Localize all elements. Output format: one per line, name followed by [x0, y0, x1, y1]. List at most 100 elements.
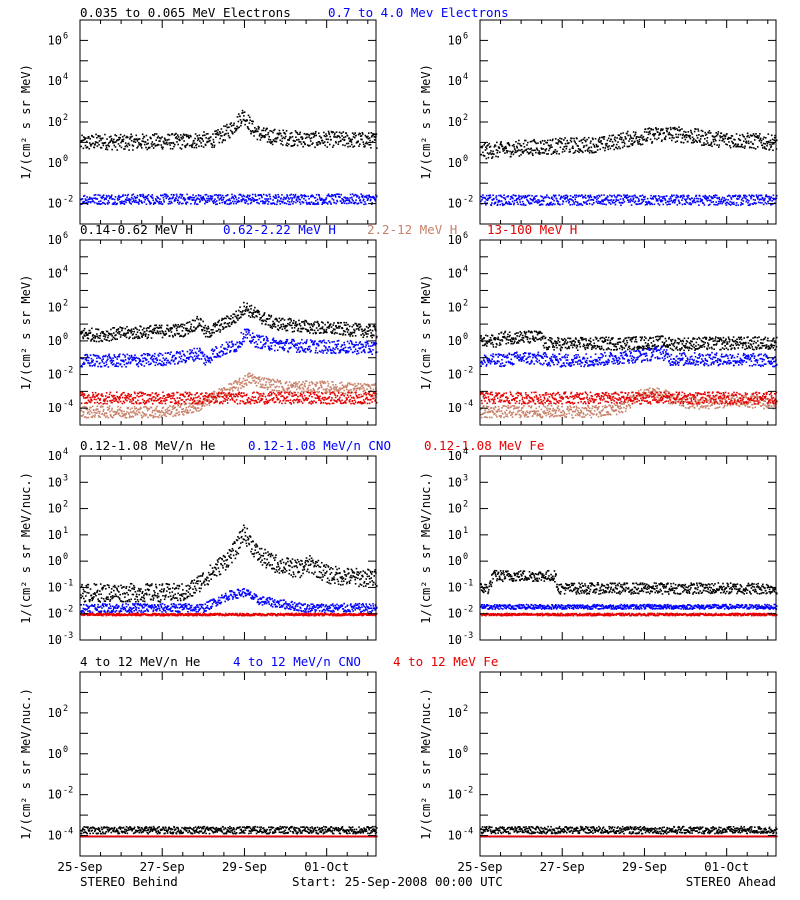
data-point — [569, 150, 571, 153]
data-point — [129, 415, 131, 417]
data-point — [158, 414, 161, 416]
data-point — [358, 145, 360, 147]
data-point — [110, 409, 113, 412]
data-point — [747, 204, 750, 207]
data-point — [347, 142, 350, 145]
data-point — [547, 196, 549, 198]
data-point — [129, 136, 132, 139]
data-point — [189, 349, 191, 351]
data-point — [743, 136, 745, 138]
data-point — [350, 141, 353, 143]
data-point — [212, 323, 215, 325]
data-point — [340, 345, 343, 348]
data-point — [215, 136, 217, 139]
data-point — [167, 203, 170, 205]
data-point — [204, 194, 207, 196]
data-point — [667, 127, 669, 130]
data-point — [546, 202, 549, 205]
data-point — [151, 134, 154, 136]
data-point — [159, 359, 161, 362]
data-point — [118, 194, 120, 197]
data-point — [366, 194, 368, 197]
data-point — [135, 138, 137, 141]
data-point — [117, 328, 120, 330]
data-point — [94, 197, 96, 200]
data-point — [106, 355, 109, 358]
data-point — [289, 194, 291, 197]
data-point — [105, 412, 108, 415]
data-point — [136, 413, 139, 416]
data-point — [573, 140, 576, 142]
data-point — [277, 132, 279, 135]
data-point — [511, 144, 514, 147]
data-point — [104, 336, 107, 338]
data-point — [327, 193, 330, 196]
data-point — [246, 333, 249, 335]
data-point — [218, 131, 221, 133]
data-point — [144, 405, 146, 408]
data-point — [744, 145, 746, 148]
data-point — [103, 338, 106, 340]
data-point — [342, 349, 345, 352]
data-point — [546, 153, 548, 155]
data-point — [300, 136, 302, 139]
data-point — [135, 199, 137, 202]
data-point — [637, 136, 640, 138]
data-point — [608, 134, 611, 137]
data-point — [258, 126, 260, 129]
data-point — [663, 195, 665, 198]
data-point — [186, 143, 188, 146]
data-point — [367, 132, 370, 134]
data-point — [346, 331, 349, 333]
data-point — [309, 345, 311, 348]
data-point — [106, 148, 109, 151]
data-point — [295, 351, 298, 353]
data-point — [88, 413, 91, 416]
data-point — [168, 330, 170, 333]
data-point — [237, 381, 240, 383]
data-point — [129, 202, 131, 204]
data-point — [505, 202, 508, 204]
data-point — [212, 328, 214, 331]
data-point — [369, 350, 372, 352]
data-point — [284, 198, 287, 200]
data-point — [181, 330, 184, 332]
data-point — [184, 411, 186, 413]
data-point — [533, 140, 536, 143]
data-point — [738, 196, 741, 198]
data-point — [592, 199, 595, 202]
data-point — [315, 381, 318, 384]
data-point — [116, 197, 119, 200]
data-point — [342, 332, 345, 335]
data-point — [695, 194, 698, 197]
data-point — [340, 202, 343, 204]
data-point — [241, 343, 243, 346]
data-point — [672, 200, 674, 203]
data-point — [82, 357, 85, 360]
data-point — [681, 137, 684, 139]
data-point — [222, 352, 225, 355]
data-point — [226, 126, 229, 129]
data-point — [157, 355, 160, 357]
data-point — [319, 142, 322, 144]
data-point — [161, 407, 164, 409]
data-point — [551, 138, 554, 141]
data-point — [686, 134, 688, 137]
data-point — [323, 345, 326, 347]
data-point — [745, 200, 748, 203]
data-point — [191, 330, 193, 333]
data-point — [157, 354, 160, 356]
data-point — [714, 135, 717, 138]
data-point — [321, 340, 324, 342]
data-point — [121, 329, 123, 332]
data-point — [148, 408, 151, 410]
data-point — [175, 325, 177, 327]
data-point — [574, 151, 576, 154]
data-point — [179, 334, 182, 337]
data-point — [149, 136, 152, 139]
data-point — [607, 146, 609, 148]
data-point — [202, 140, 204, 142]
data-point — [297, 348, 300, 350]
data-point — [614, 140, 617, 142]
data-point — [175, 136, 178, 138]
